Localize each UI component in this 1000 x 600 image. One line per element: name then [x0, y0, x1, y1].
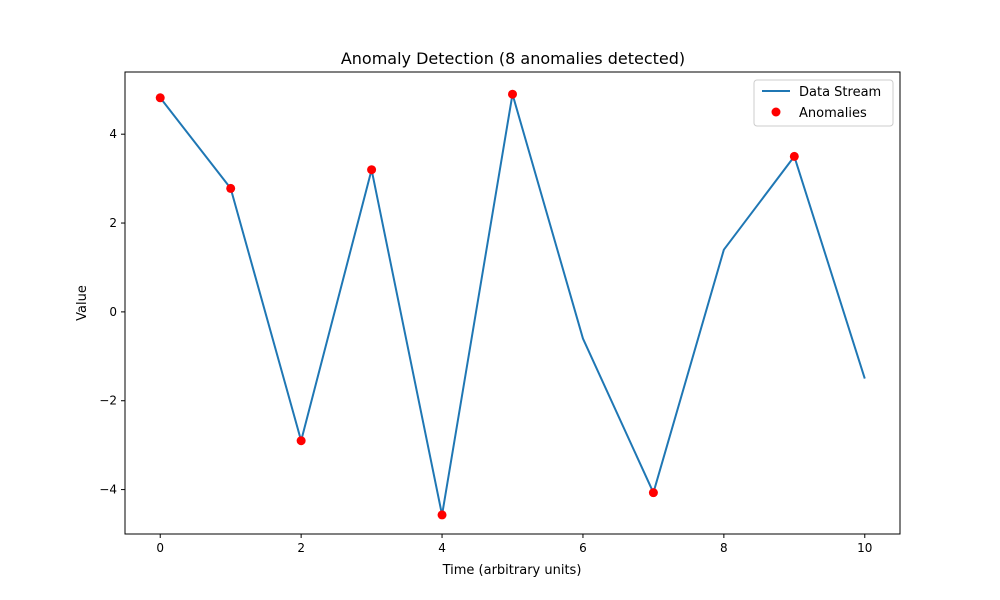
y-tick-label: 4 [109, 127, 117, 141]
anomaly-point [226, 183, 236, 193]
x-axis-ticks: 0 2 4 6 8 10 [156, 534, 872, 555]
x-tick-label: 2 [297, 541, 305, 555]
anomaly-point [367, 165, 377, 175]
legend: Data Stream Anomalies [753, 79, 894, 127]
legend-entry-anomalies: Anomalies [799, 106, 867, 121]
y-tick-label: −2 [99, 394, 117, 408]
y-tick-label: 0 [109, 305, 117, 319]
axes-frame [124, 71, 901, 535]
chart-title: Anomaly Detection (8 anomalies detected) [341, 49, 685, 68]
y-axis-label: Value [75, 285, 90, 321]
plot-area [155, 89, 866, 520]
x-axis-label: Time (arbitrary units) [442, 563, 582, 578]
x-tick-label: 6 [579, 541, 587, 555]
anomaly-point [437, 510, 447, 520]
anomaly-point [296, 436, 306, 446]
legend-marker-swatch [771, 107, 781, 117]
x-tick-label: 4 [438, 541, 446, 555]
anomaly-point [508, 89, 517, 99]
y-axis-ticks: −4 −2 0 2 4 [99, 127, 125, 497]
anomaly-point [155, 93, 165, 103]
y-tick-label: −4 [99, 483, 117, 497]
x-tick-label: 0 [156, 541, 164, 555]
anomaly-point [648, 488, 658, 498]
y-tick-label: 2 [109, 216, 117, 230]
x-tick-label: 8 [720, 541, 728, 555]
x-tick-label: 10 [857, 541, 872, 555]
anomaly-point [789, 151, 799, 161]
legend-entry-data-stream: Data Stream [799, 85, 881, 100]
